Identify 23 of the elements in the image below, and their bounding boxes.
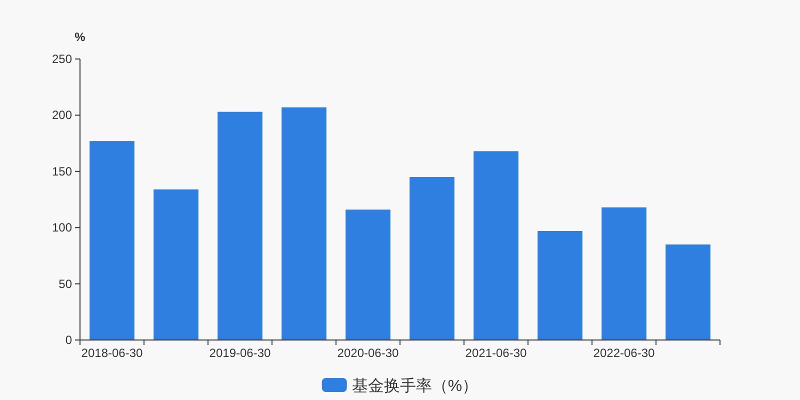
legend-label: 基金换手率（%）	[352, 377, 478, 395]
bar	[666, 244, 710, 340]
y-tick-label: 50	[58, 276, 72, 291]
bar	[602, 207, 646, 340]
bar	[538, 230, 582, 340]
y-tick-label: 150	[52, 164, 72, 178]
x-tick-label: 2018-06-30	[81, 346, 144, 360]
bar	[346, 210, 390, 340]
x-tick-label: 2022-06-30	[593, 346, 656, 360]
y-tick-label: 100	[52, 220, 72, 235]
bar	[410, 177, 454, 340]
y-axis-title: %	[74, 30, 86, 44]
bar	[218, 112, 262, 340]
y-tick-label: 250	[52, 52, 72, 66]
y-tick-label: 200	[52, 108, 72, 122]
bar	[474, 151, 518, 340]
x-tick-label: 2019-06-30	[209, 346, 272, 360]
y-tick-label: 0	[65, 333, 72, 347]
x-tick-label: 2021-06-30	[465, 346, 528, 360]
bar	[154, 189, 198, 340]
bar	[90, 141, 134, 340]
x-tick-label: 2020-06-30	[337, 346, 400, 360]
bar	[282, 107, 326, 340]
